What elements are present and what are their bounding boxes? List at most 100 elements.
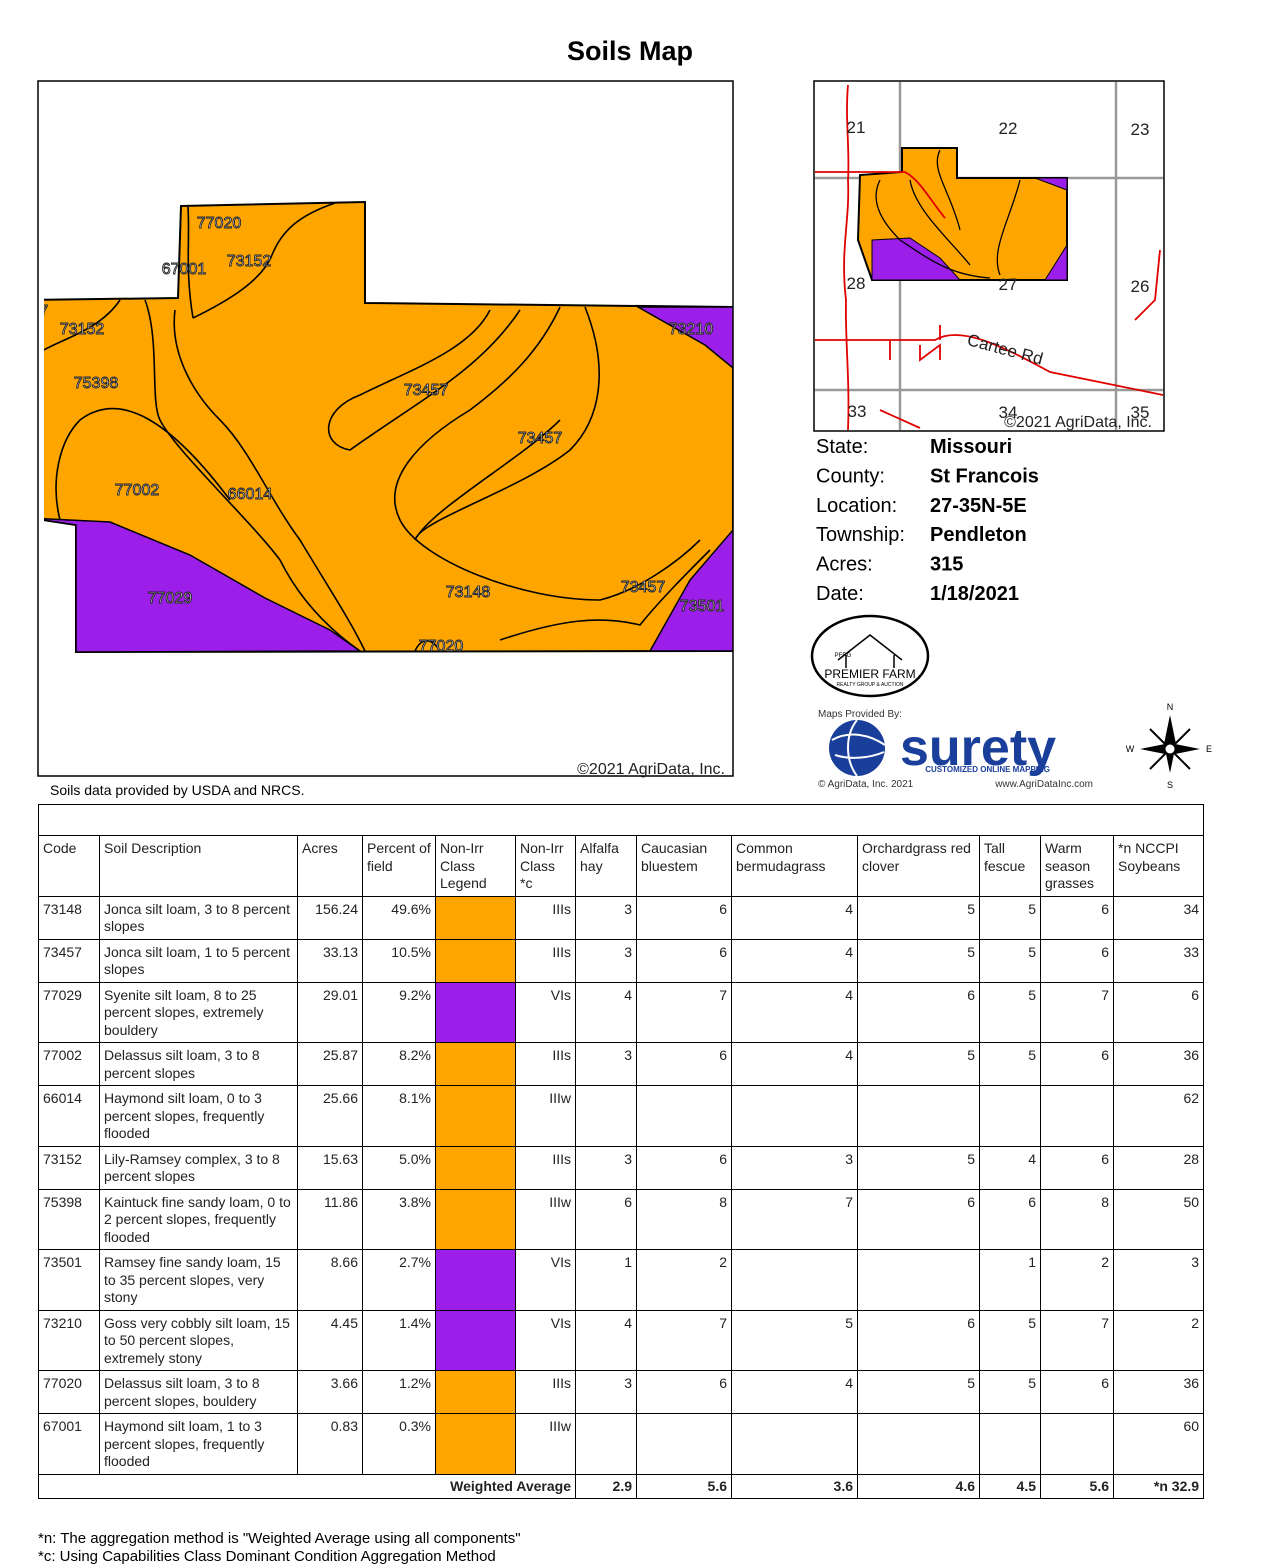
notes: *n: The aggregation method is "Weighted … bbox=[38, 1530, 521, 1566]
header-cell: Non-Irr Class *c bbox=[515, 835, 576, 897]
info-value: 315 bbox=[930, 554, 963, 576]
soil-label: 77029 bbox=[148, 590, 193, 607]
rating-cell: 4 bbox=[979, 1145, 1041, 1190]
section-label: 26 bbox=[1131, 277, 1150, 296]
percent-cell: 0.3% bbox=[362, 1413, 436, 1475]
section-label: 23 bbox=[1131, 120, 1150, 139]
description-cell: Haymond silt loam, 1 to 3 percent slopes… bbox=[99, 1413, 298, 1475]
barn-icon bbox=[837, 634, 903, 668]
legend-cell bbox=[435, 1370, 516, 1414]
compass-label: E bbox=[1206, 744, 1212, 754]
rating-cell: 3 bbox=[575, 895, 637, 940]
code-cell: 67001 bbox=[38, 1413, 100, 1475]
rating-cell: 6 bbox=[636, 938, 732, 983]
footer-value: 2.9 bbox=[575, 1473, 637, 1499]
description-cell: Delassus silt loam, 3 to 8 percent slope… bbox=[99, 1042, 298, 1086]
footer-value: 4.6 bbox=[857, 1473, 980, 1499]
surety-text: surety bbox=[900, 719, 1056, 777]
map-copyright: ©2021 AgriData, Inc. bbox=[577, 761, 725, 778]
soil-label: 73210 bbox=[669, 321, 714, 338]
info-label: State: bbox=[816, 436, 868, 458]
acres-cell: 0.83 bbox=[297, 1413, 363, 1475]
percent-cell: 8.2% bbox=[362, 1042, 436, 1086]
header-cell: Common bermudagrass bbox=[731, 835, 858, 897]
soil-row: 73152 Lily-Ramsey complex, 3 to 8 percent… bbox=[38, 1145, 1205, 1190]
rating-cell: 5 bbox=[857, 938, 980, 983]
rating-cell: 5 bbox=[979, 895, 1041, 940]
premier-text: PREMIER FARM bbox=[824, 667, 915, 681]
soil-label: 66014 bbox=[228, 486, 273, 503]
rating-cell: 6 bbox=[1040, 938, 1114, 983]
soil-label: 67001 bbox=[162, 261, 207, 278]
legend-cell bbox=[435, 1309, 516, 1371]
class-cell: IIIs bbox=[515, 1370, 576, 1414]
rating-cell bbox=[731, 1249, 858, 1311]
acres-cell: 3.66 bbox=[297, 1370, 363, 1414]
rating-cell: 4 bbox=[731, 1370, 858, 1414]
section-label: 21 bbox=[847, 118, 866, 137]
acres-cell: 4.45 bbox=[297, 1309, 363, 1371]
premier-logo bbox=[810, 614, 930, 698]
percent-cell: 49.6% bbox=[362, 895, 436, 940]
info-label: County: bbox=[816, 465, 885, 487]
soil-row: 66014 Haymond silt loam, 0 to 3 percent s… bbox=[38, 1085, 1205, 1147]
soil-label: 73457 bbox=[621, 579, 666, 596]
rating-cell: 50 bbox=[1112, 1188, 1205, 1250]
compass-label: N bbox=[1167, 702, 1174, 712]
rating-cell: 36 bbox=[1112, 1042, 1205, 1086]
surety-copy: © AgriData, Inc. 2021 bbox=[818, 779, 914, 790]
info-value: 1/18/2021 bbox=[930, 583, 1019, 605]
rating-cell: 5 bbox=[979, 938, 1041, 983]
soil-label: 77002 bbox=[115, 482, 160, 499]
soil-row: 77020 Delassus silt loam, 3 to 8 percent … bbox=[38, 1370, 1205, 1414]
rating-cell: 3 bbox=[575, 1370, 637, 1414]
soil-row: 73457 Jonca silt loam, 1 to 5 percent slo… bbox=[38, 938, 1205, 983]
rating-cell: 5 bbox=[979, 981, 1041, 1043]
class-cell: IIIs bbox=[515, 938, 576, 983]
soil-label: 73148 bbox=[446, 584, 491, 601]
soil-label: 75398 bbox=[74, 375, 119, 392]
percent-cell: 3.8% bbox=[362, 1188, 436, 1250]
soil-row: 77002 Delassus silt loam, 3 to 8 percent … bbox=[38, 1042, 1205, 1086]
rating-cell: 6 bbox=[1112, 981, 1205, 1043]
rating-cell: 7 bbox=[1040, 1309, 1114, 1371]
rating-cell: 28 bbox=[1112, 1145, 1205, 1190]
percent-cell: 1.2% bbox=[362, 1370, 436, 1414]
soil-label: 77020 bbox=[419, 638, 464, 655]
header-row: Code Soil Description Acres Percent of fiel… bbox=[38, 835, 1205, 897]
soil-label: 73152 bbox=[227, 253, 272, 270]
percent-cell: 1.4% bbox=[362, 1309, 436, 1371]
soil-label: 73501 bbox=[680, 598, 725, 615]
rating-cell: 8 bbox=[636, 1188, 732, 1250]
info-label: Acres: bbox=[816, 554, 873, 576]
header-cell: Non-Irr Class Legend bbox=[435, 835, 516, 897]
info-label: Township: bbox=[816, 524, 905, 546]
rating-cell: 2 bbox=[636, 1249, 732, 1311]
percent-cell: 9.2% bbox=[362, 981, 436, 1043]
rating-cell: 3 bbox=[575, 1145, 637, 1190]
acres-cell: 15.63 bbox=[297, 1145, 363, 1190]
soil-row: 75398 Kaintuck fine sandy loam, 0 to 2 pe… bbox=[38, 1188, 1205, 1250]
rating-cell bbox=[575, 1413, 637, 1475]
note: *c: Using Capabilities Class Dominant Co… bbox=[38, 1548, 496, 1565]
info-value: 27-35N-5E bbox=[930, 495, 1027, 517]
acres-cell: 33.13 bbox=[297, 938, 363, 983]
map-section: Soils Map 77020 67001 73152 73457 73152 73210… bbox=[37, 36, 1212, 798]
surety-sub: CUSTOMIZED ONLINE MAPPING bbox=[925, 765, 1050, 774]
compass-label: S bbox=[1167, 780, 1173, 790]
description-cell: Goss very cobbly silt loam, 15 to 50 per… bbox=[99, 1309, 298, 1371]
rating-cell: 1 bbox=[979, 1249, 1041, 1311]
code-cell: 73457 bbox=[38, 938, 100, 983]
soil-map bbox=[44, 200, 733, 654]
acres-cell: 25.66 bbox=[297, 1085, 363, 1147]
soil-row: 73501 Ramsey fine sandy loam, 15 to 35 pe… bbox=[38, 1249, 1205, 1311]
code-cell: 75398 bbox=[38, 1188, 100, 1250]
rating-cell: 5 bbox=[979, 1042, 1041, 1086]
code-cell: 73501 bbox=[38, 1249, 100, 1311]
rating-cell bbox=[979, 1085, 1041, 1147]
rating-cell: 3 bbox=[731, 1145, 858, 1190]
code-cell: 73152 bbox=[38, 1145, 100, 1190]
rating-cell: 6 bbox=[636, 1145, 732, 1190]
provided-by: Maps Provided By: bbox=[818, 709, 902, 720]
description-cell: Syenite silt loam, 8 to 25 percent slope… bbox=[99, 981, 298, 1043]
